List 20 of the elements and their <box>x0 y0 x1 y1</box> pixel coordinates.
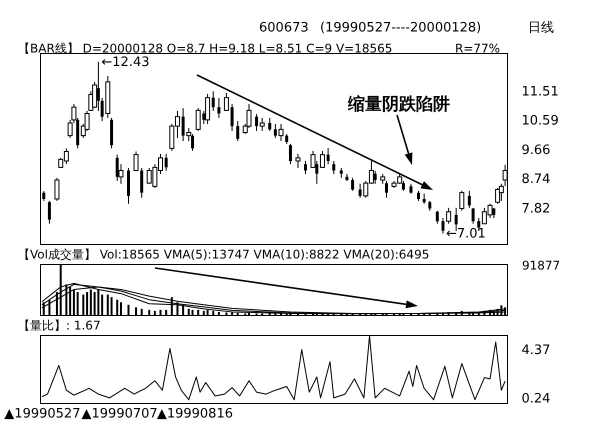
x-tick-label: ▲19990707 <box>82 406 158 422</box>
chart-subtitle: (19990527----20000128) <box>320 20 482 36</box>
y-tick-label: 11.51 <box>522 84 559 100</box>
text: 【量比】: 1.67 <box>18 318 101 332</box>
y-tick-label: 9.66 <box>522 143 550 158</box>
text: 日线 <box>528 20 554 36</box>
chart-title: 600673 <box>259 20 309 36</box>
annotation: ←7.01 <box>446 226 486 242</box>
text: 【Vol成交量】 Vol:18565 VMA(5):13747 VMA(10):8822 VMA(20):6495 <box>18 247 430 262</box>
y-tick-label: 10.59 <box>522 114 559 129</box>
text: 91877 <box>522 258 560 272</box>
y-tick-label: 4.37 <box>522 342 550 358</box>
annotation: R=77% <box>455 41 500 56</box>
annotation: ←12.43 <box>101 54 150 70</box>
annotation: 缩量阴跌陷阱 <box>347 94 450 115</box>
y-tick-label: 8.74 <box>522 172 550 188</box>
y-tick-label: 7.82 <box>522 201 550 216</box>
y-tick-label: 0.24 <box>522 391 550 406</box>
x-tick-label: ▲19990527 <box>4 406 80 422</box>
x-tick-label: ▲19990816 <box>156 406 233 422</box>
